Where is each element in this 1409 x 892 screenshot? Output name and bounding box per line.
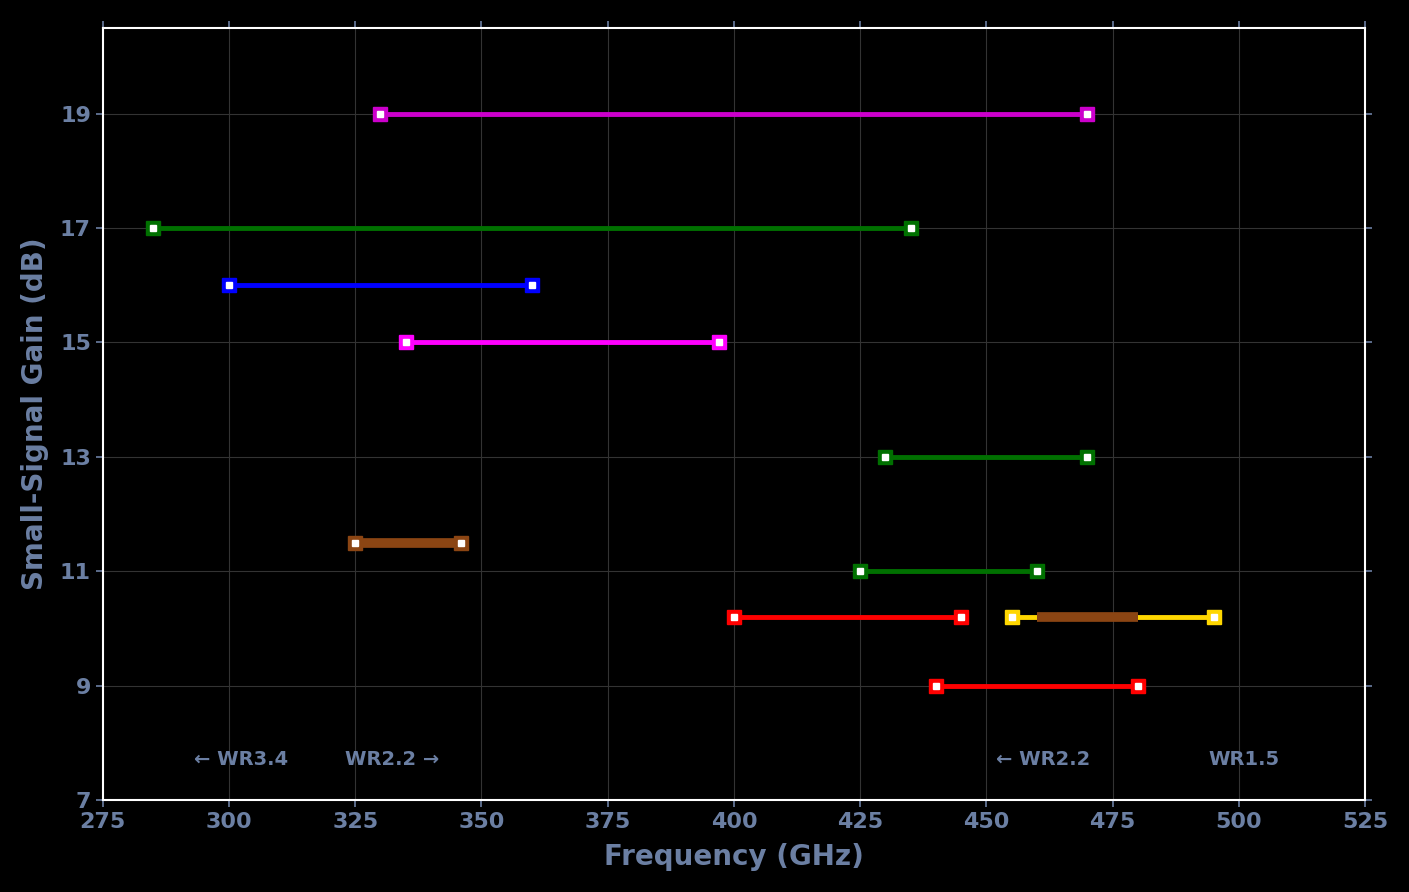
Text: ← WR3.4: ← WR3.4 [193,750,287,769]
Y-axis label: Small-Signal Gain (dB): Small-Signal Gain (dB) [21,237,49,591]
X-axis label: Frequency (GHz): Frequency (GHz) [604,843,864,871]
Text: ← WR2.2: ← WR2.2 [996,750,1091,769]
Text: WR1.5: WR1.5 [1209,750,1279,769]
Text: WR2.2 →: WR2.2 → [345,750,440,769]
